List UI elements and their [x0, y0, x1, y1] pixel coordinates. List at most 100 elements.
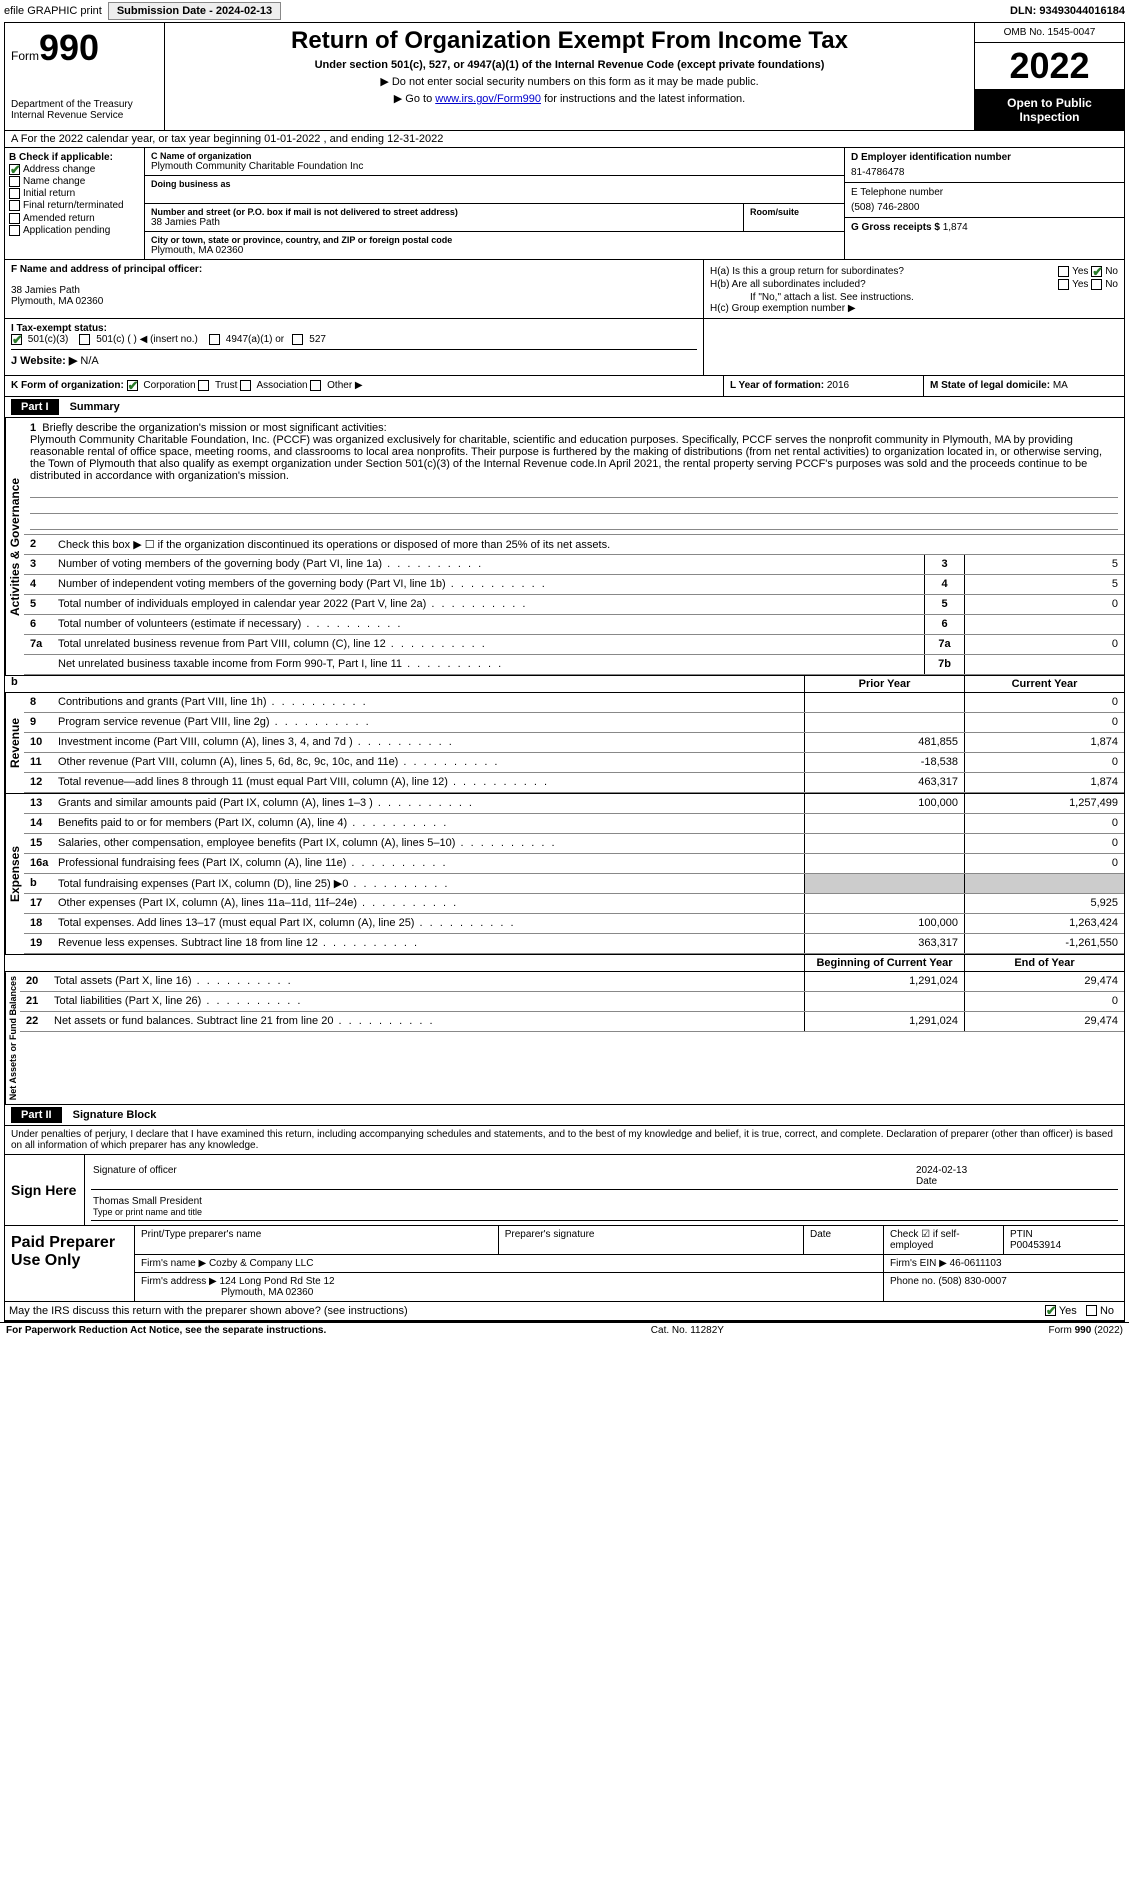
sig-officer-label: Signature of officer: [93, 1165, 916, 1187]
chk-4947[interactable]: [209, 334, 220, 345]
org-name-cell: C Name of organization Plymouth Communit…: [145, 148, 844, 176]
form-of-org: K Form of organization: Corporation Trus…: [5, 376, 724, 395]
chk-application-pending[interactable]: Application pending: [9, 225, 140, 236]
sig-date: 2024-02-13: [916, 1165, 967, 1176]
na-header: Beginning of Current Year End of Year: [5, 954, 1124, 972]
tax-exempt-status: I Tax-exempt status: 501(c)(3) 501(c) ( …: [11, 323, 697, 350]
line-b: bTotal fundraising expenses (Part IX, co…: [24, 874, 1124, 894]
chk-501c3[interactable]: [11, 334, 22, 345]
chk-address-change[interactable]: Address change: [9, 164, 140, 175]
sign-here-label: Sign Here: [5, 1155, 85, 1225]
chk-trust[interactable]: [198, 380, 209, 391]
top-bar: efile GRAPHIC print Submission Date - 20…: [0, 0, 1129, 22]
chk-initial-return[interactable]: Initial return: [9, 188, 140, 199]
col-c: C Name of organization Plymouth Communit…: [145, 148, 844, 259]
org-name: Plymouth Community Charitable Foundation…: [151, 161, 838, 172]
row-i-j: I Tax-exempt status: 501(c)(3) 501(c) ( …: [5, 319, 1124, 376]
phone-value: (508) 746-2800: [851, 202, 1118, 213]
page-footer: For Paperwork Reduction Act Notice, see …: [0, 1322, 1129, 1338]
gross-receipts-cell: G Gross receipts $ 1,874: [845, 218, 1124, 237]
gov-line-7a: 7aTotal unrelated business revenue from …: [24, 635, 1124, 655]
city-cell: City or town, state or province, country…: [145, 232, 844, 259]
chk-association[interactable]: [240, 380, 251, 391]
col-deg: D Employer identification number 81-4786…: [844, 148, 1124, 259]
discuss-yes[interactable]: [1045, 1305, 1056, 1316]
section-bcde: B Check if applicable: Address change Na…: [5, 148, 1124, 260]
firm-phone: (508) 830-0007: [938, 1276, 1006, 1287]
principal-officer: F Name and address of principal officer:…: [5, 260, 704, 318]
prior-current-header: b Prior Year Current Year: [5, 675, 1124, 693]
firm-name: Cozby & Company LLC: [209, 1258, 314, 1269]
line-22: 22Net assets or fund balances. Subtract …: [20, 1012, 1124, 1032]
expenses-section: Expenses 13Grants and similar amounts pa…: [5, 793, 1124, 954]
phone-cell: E Telephone number (508) 746-2800: [845, 183, 1124, 218]
dln: DLN: 93493044016184: [1010, 5, 1125, 17]
chk-amended-return[interactable]: Amended return: [9, 213, 140, 224]
mission-text: Plymouth Community Charitable Foundation…: [30, 434, 1102, 482]
hb-label: H(b) Are all subordinates included?: [710, 279, 866, 290]
beginning-year-hdr: Beginning of Current Year: [804, 955, 964, 971]
irs-link[interactable]: www.irs.gov/Form990: [435, 93, 541, 105]
addr-cell: Number and street (or P.O. box if mail i…: [145, 204, 844, 232]
efile-label: efile GRAPHIC print: [4, 5, 102, 17]
line-21: 21Total liabilities (Part X, line 26)0: [20, 992, 1124, 1012]
omb-number: OMB No. 1545-0047: [975, 23, 1124, 43]
gov-line-4: 4Number of independent voting members of…: [24, 575, 1124, 595]
chk-527[interactable]: [292, 334, 303, 345]
line-17: 17Other expenses (Part IX, column (A), l…: [24, 894, 1124, 914]
chk-corporation[interactable]: [127, 380, 138, 391]
officer-name: Thomas Small President: [93, 1196, 202, 1207]
line-19: 19Revenue less expenses. Subtract line 1…: [24, 934, 1124, 954]
part1-header: Part I Summary: [5, 397, 1124, 418]
paperwork-notice: For Paperwork Reduction Act Notice, see …: [6, 1325, 326, 1336]
b-title: B Check if applicable:: [9, 152, 140, 163]
preparer-date-hdr: Date: [804, 1226, 884, 1254]
line-18: 18Total expenses. Add lines 13–17 (must …: [24, 914, 1124, 934]
line-12: 12Total revenue—add lines 8 through 11 (…: [24, 773, 1124, 793]
line-14: 14Benefits paid to or for members (Part …: [24, 814, 1124, 834]
vlabel-expenses: Expenses: [5, 794, 24, 954]
end-year-hdr: End of Year: [964, 955, 1124, 971]
header-right: OMB No. 1545-0047 2022 Open to Public In…: [974, 23, 1124, 130]
paid-preparer-row: Paid Preparer Use Only Print/Type prepar…: [5, 1225, 1124, 1301]
self-employed-chk: Check ☑ if self-employed: [884, 1226, 1004, 1254]
website-value: N/A: [80, 355, 98, 367]
chk-name-change[interactable]: Name change: [9, 176, 140, 187]
discuss-no[interactable]: [1086, 1305, 1097, 1316]
header-left: Form990 Department of the Treasury Inter…: [5, 23, 165, 130]
discuss-row: May the IRS discuss this return with the…: [5, 1301, 1124, 1321]
gov-line-3: 3Number of voting members of the governi…: [24, 555, 1124, 575]
line-8: 8Contributions and grants (Part VIII, li…: [24, 693, 1124, 713]
cat-no: Cat. No. 11282Y: [651, 1325, 724, 1336]
gov-line-5: 5Total number of individuals employed in…: [24, 595, 1124, 615]
current-year-hdr: Current Year: [964, 676, 1124, 692]
row-a-tax-year: A For the 2022 calendar year, or tax yea…: [5, 131, 1124, 148]
dept-treasury: Department of the Treasury: [11, 99, 158, 110]
line-11: 11Other revenue (Part VIII, column (A), …: [24, 753, 1124, 773]
header-center: Return of Organization Exempt From Incom…: [165, 23, 974, 130]
sign-here-row: Sign Here Signature of officer 2024-02-1…: [5, 1154, 1124, 1225]
goto-note: ▶ Go to www.irs.gov/Form990 for instruct…: [171, 92, 968, 105]
preparer-name-hdr: Print/Type preparer's name: [135, 1226, 499, 1254]
line-10: 10Investment income (Part VIII, column (…: [24, 733, 1124, 753]
line-13: 13Grants and similar amounts paid (Part …: [24, 794, 1124, 814]
tax-year: 2022: [975, 43, 1124, 90]
gross-receipts-value: 1,874: [943, 222, 968, 233]
chk-501c[interactable]: [79, 334, 90, 345]
firm-ein: 46-0611103: [950, 1258, 1002, 1269]
dba-cell: Doing business as: [145, 176, 844, 204]
row-fh: F Name and address of principal officer:…: [5, 260, 1124, 319]
state-domicile: M State of legal domicile: MA: [924, 376, 1124, 395]
submission-date-button[interactable]: Submission Date - 2024-02-13: [108, 2, 281, 20]
row-klm: K Form of organization: Corporation Trus…: [5, 376, 1124, 396]
vlabel-governance: Activities & Governance: [5, 418, 24, 675]
prior-year-hdr: Prior Year: [804, 676, 964, 692]
group-return: H(a) Is this a group return for subordin…: [704, 260, 1124, 318]
activities-governance-section: Activities & Governance 1 Briefly descri…: [5, 418, 1124, 675]
form-container: Form990 Department of the Treasury Inter…: [4, 22, 1125, 1322]
gov-line-2: 2Check this box ▶ ☐ if the organization …: [24, 535, 1124, 555]
chk-other[interactable]: [310, 380, 321, 391]
chk-final-return[interactable]: Final return/terminated: [9, 200, 140, 211]
form-ref: Form 990 (2022): [1049, 1325, 1123, 1336]
preparer-sig-hdr: Preparer's signature: [499, 1226, 804, 1254]
